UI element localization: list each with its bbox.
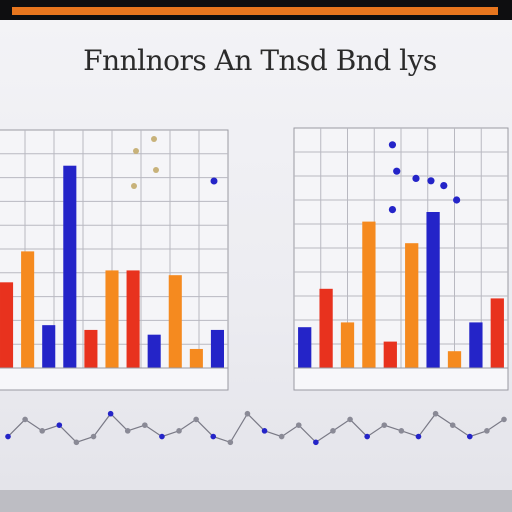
line-point xyxy=(364,433,370,440)
line-point xyxy=(176,428,182,434)
bar-blue xyxy=(426,212,440,368)
top-window-bar xyxy=(0,0,512,20)
scatter-point xyxy=(388,206,397,214)
bar-blue xyxy=(298,327,312,368)
scatter-point xyxy=(440,182,448,190)
line-point xyxy=(39,428,46,434)
legend-marker xyxy=(133,148,139,154)
bar-red xyxy=(126,270,140,368)
bar-orange xyxy=(168,275,182,368)
bar-orange xyxy=(340,322,355,368)
bar-red xyxy=(383,341,397,368)
line-point xyxy=(484,428,490,434)
bar-chart-panel-1 xyxy=(0,129,229,391)
line-point xyxy=(5,433,11,440)
bar-blue xyxy=(469,322,483,368)
line-point xyxy=(107,410,114,417)
legend-marker xyxy=(153,167,159,173)
scatter-point xyxy=(388,141,397,149)
line-point xyxy=(193,416,199,423)
line-point xyxy=(501,416,507,423)
bottom-shadow xyxy=(0,490,512,512)
legend-marker xyxy=(151,136,157,142)
line-point xyxy=(449,422,456,428)
bar-orange xyxy=(21,251,35,368)
bar-chart-panel-2 xyxy=(293,127,509,391)
bar-red xyxy=(0,282,14,368)
line-point xyxy=(347,416,353,423)
legend-marker xyxy=(131,183,137,189)
line-point xyxy=(90,433,97,440)
legend-markers xyxy=(131,136,218,189)
x-axis-strip xyxy=(293,367,509,391)
scatter-point xyxy=(412,174,420,182)
line-point xyxy=(415,433,422,440)
line-point xyxy=(244,410,251,417)
bar-orange xyxy=(447,351,462,368)
line-point xyxy=(466,433,473,440)
bar-orange xyxy=(405,243,419,368)
line-point xyxy=(142,422,148,428)
line-point xyxy=(73,439,80,446)
line-point xyxy=(261,428,268,434)
line-point xyxy=(159,433,165,440)
scatter-point xyxy=(393,167,401,175)
line-point xyxy=(313,439,319,446)
scatter-point xyxy=(210,177,218,185)
line-point xyxy=(227,439,234,446)
bar-orange xyxy=(189,348,203,368)
orange-accent-strip xyxy=(12,7,498,15)
line-point xyxy=(22,416,28,423)
page-title: Fnnlnors An Tnsd Bnd lys xyxy=(83,44,437,77)
line-point xyxy=(432,410,439,417)
line-point xyxy=(295,422,302,428)
line-series xyxy=(7,412,505,444)
scatter-point xyxy=(427,177,435,185)
line-point xyxy=(210,433,217,440)
bar-orange xyxy=(105,270,119,368)
line-chart xyxy=(5,410,507,446)
line-point xyxy=(124,428,131,434)
bar-blue xyxy=(63,165,77,368)
line-point xyxy=(381,422,388,428)
bar-blue xyxy=(147,334,161,368)
scatter-point xyxy=(453,196,461,204)
bar-red xyxy=(490,298,504,368)
x-axis-strip xyxy=(0,367,229,391)
bar-red xyxy=(84,329,98,368)
bar-orange xyxy=(362,221,376,368)
line-point xyxy=(398,428,405,434)
line-point xyxy=(56,422,63,428)
bar-red xyxy=(319,288,333,368)
line-point xyxy=(278,433,285,440)
line-point xyxy=(330,428,336,434)
bar-blue xyxy=(42,325,56,368)
bar-blue xyxy=(210,329,224,368)
